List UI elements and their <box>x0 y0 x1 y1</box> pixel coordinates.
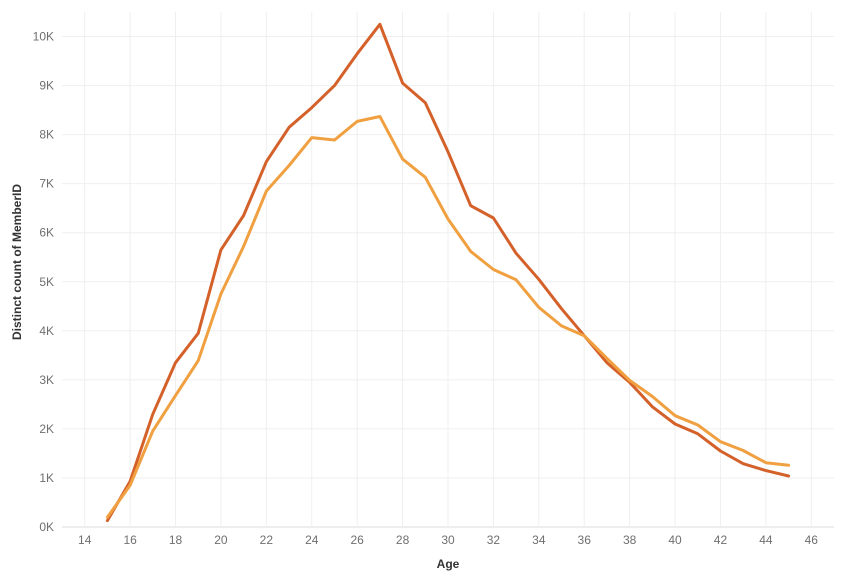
x-tick-label: 26 <box>350 533 364 547</box>
x-tick-label: 28 <box>396 533 410 547</box>
series-line-2 <box>105 115 791 519</box>
x-tick-label: 34 <box>532 533 546 547</box>
y-tick-label: 4K <box>39 324 54 338</box>
x-tick-label: 32 <box>487 533 501 547</box>
y-tick-label: 1K <box>39 471 54 485</box>
y-tick-label: 9K <box>39 79 54 93</box>
x-tick-label: 14 <box>78 533 92 547</box>
y-tick-label: 5K <box>39 275 54 289</box>
y-tick-label: 8K <box>39 128 54 142</box>
x-tick-label: 44 <box>759 533 773 547</box>
x-tick-label: 38 <box>623 533 637 547</box>
y-axis-title: Distinct count of MemberID <box>10 184 24 340</box>
y-tick-label: 6K <box>39 226 54 240</box>
x-tick-label: 42 <box>714 533 728 547</box>
x-tick-label: 24 <box>305 533 319 547</box>
x-tick-label: 20 <box>214 533 228 547</box>
y-tick-label: 2K <box>39 422 54 436</box>
x-tick-label: 16 <box>123 533 137 547</box>
x-tick-label: 36 <box>578 533 592 547</box>
x-axis-ticks: 14 16 18 20 22 24 26 28 30 32 34 36 38 40 42 44 46 <box>78 533 818 547</box>
y-tick-label: 7K <box>39 177 54 191</box>
y-tick-label: 10K <box>33 30 54 44</box>
x-tick-label: 22 <box>260 533 274 547</box>
y-axis-ticks: 0K 1K 2K 3K 4K 5K 6K 7K 8K 9K 10K <box>33 30 54 534</box>
gridlines <box>62 12 834 528</box>
series-lines <box>105 22 791 523</box>
x-tick-label: 46 <box>805 533 819 547</box>
y-tick-label: 0K <box>39 520 54 534</box>
series-line-1 <box>105 22 791 523</box>
y-tick-label: 3K <box>39 373 54 387</box>
x-axis-title: Age <box>437 557 460 571</box>
x-tick-label: 30 <box>441 533 455 547</box>
x-tick-label: 18 <box>169 533 183 547</box>
x-tick-label: 40 <box>668 533 682 547</box>
